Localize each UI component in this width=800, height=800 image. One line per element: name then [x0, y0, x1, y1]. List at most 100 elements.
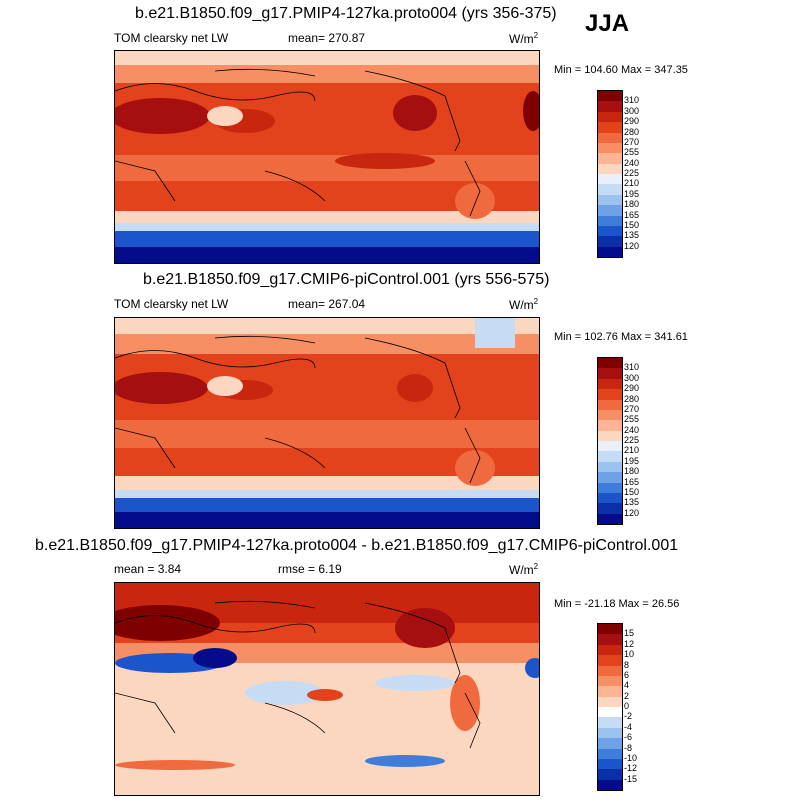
colorbar-tick-label: 310	[624, 362, 640, 373]
colorbar-tick-label: 210	[624, 445, 640, 456]
panel3-coastlines	[115, 600, 481, 749]
panel2-band-southern-ocean	[115, 490, 539, 498]
panel1-samerica	[455, 183, 495, 219]
panel1-band-south-mid	[115, 211, 539, 223]
panel3-warm-southern	[115, 760, 235, 770]
colorbar-segment	[598, 451, 622, 462]
panel3-title: b.e21.B1850.f09_g17.PMIP4-127ka.proto004…	[35, 537, 679, 554]
colorbar-tick-label: -6	[624, 732, 633, 743]
colorbar-segment	[598, 758, 622, 770]
panel3-map	[114, 582, 540, 796]
colorbar-tick-label: 10	[624, 649, 635, 660]
colorbar-tick-label: 290	[624, 116, 640, 127]
colorbar-tick-label: 150	[624, 486, 640, 497]
colorbar-tick-label: 210	[624, 178, 640, 189]
colorbar-tick-label: 300	[624, 372, 640, 383]
colorbar-tick-label: 255	[624, 147, 640, 158]
panel1-band-tropics	[115, 155, 539, 181]
colorbar-tick-label: 15	[624, 628, 635, 639]
panel2-colorbar-ticks: 310 300 290 280 270 255 240 225 210 195 180 165 150 1…	[624, 357, 664, 523]
colorbar-tick-label: -15	[624, 773, 638, 784]
colorbar-segment	[598, 205, 622, 216]
panel3-minmax: Min = -21.18 Max = 26.56	[554, 598, 680, 610]
colorbar-segment	[598, 399, 622, 410]
colorbar-segment	[598, 174, 622, 185]
colorbar-segment	[598, 389, 622, 400]
colorbar-segment	[598, 717, 622, 728]
colorbar-tick-label: -12	[624, 763, 638, 774]
colorbar-tick-label: 240	[624, 424, 640, 435]
colorbar-tick-label: 2	[624, 690, 630, 701]
colorbar-tick-label: 135	[624, 497, 640, 508]
colorbar-segment	[598, 769, 622, 780]
colorbar-segment	[598, 430, 622, 441]
panel3-cool-india	[193, 648, 237, 668]
panel1-band-arctic	[115, 51, 539, 65]
panel1-band-antarctic-core	[115, 247, 539, 263]
colorbar-tick-label: -8	[624, 742, 633, 753]
panel3-warm-samerica	[450, 675, 480, 731]
panel1-variable-label: TOM clearsky net LW	[114, 31, 229, 45]
panel2-map	[114, 317, 540, 529]
colorbar-tick-label: -4	[624, 721, 633, 732]
panel3-cool-southern	[365, 755, 445, 767]
panel1-colorbar-ticks: 310 300 290 280 270 255 240 225 210 195 180 165 150 1…	[624, 90, 664, 256]
colorbar-tick-label: 135	[624, 230, 640, 241]
colorbar-segment	[598, 634, 622, 645]
colorbar-segment	[598, 644, 622, 656]
colorbar-segment	[598, 655, 622, 666]
panel1-units-label: W/m2	[509, 31, 539, 46]
colorbar-tick-label: 290	[624, 383, 640, 394]
panel1-coastlines	[115, 68, 481, 217]
panel1-pacific-tongue	[335, 153, 435, 169]
colorbar-tick-label: 180	[624, 199, 640, 210]
panel3-hotspot-namerica	[395, 608, 455, 648]
colorbar-segment	[598, 513, 622, 524]
panel2-title: b.e21.B1850.f09_g17.CMIP6-piControl.001 …	[143, 271, 550, 288]
colorbar-segment	[598, 215, 622, 226]
colorbar-tick-label: 195	[624, 188, 640, 199]
colorbar-tick-label: -2	[624, 711, 633, 722]
colorbar-tick-label: 120	[624, 240, 640, 251]
colorbar-tick-label: 280	[624, 393, 640, 404]
colorbar-tick-label: 270	[624, 136, 640, 147]
panel2-variable-label: TOM clearsky net LW	[114, 297, 229, 311]
colorbar-tick-label: 300	[624, 105, 640, 116]
panel2-band-tropics	[115, 420, 539, 448]
colorbar-tick-label: 310	[624, 95, 640, 106]
panel2-minmax: Min = 102.76 Max = 341.61	[554, 331, 688, 343]
colorbar-tick-label: 240	[624, 157, 640, 168]
colorbar-tick-label: 270	[624, 403, 640, 414]
colorbar-segment	[598, 738, 622, 749]
colorbar-tick-label: 8	[624, 659, 630, 670]
colorbar-tick-label: 165	[624, 209, 640, 220]
colorbar-tick-label: 6	[624, 669, 630, 680]
colorbar-segment	[598, 246, 622, 257]
colorbar-segment	[598, 132, 622, 143]
colorbar-segment	[598, 482, 622, 493]
colorbar-segment	[598, 358, 622, 369]
season-label: JJA	[585, 10, 630, 37]
colorbar-segment	[598, 368, 622, 379]
colorbar-segment	[598, 665, 622, 676]
panel1-hotspot-namerica	[393, 95, 437, 131]
colorbar-tick-label: 280	[624, 126, 640, 137]
colorbar-segment	[598, 153, 622, 164]
panel2-greenland	[475, 318, 515, 348]
colorbar-segment	[598, 184, 622, 195]
panel1-colorbar	[597, 90, 623, 258]
panel2-samerica	[455, 450, 495, 486]
colorbar-segment	[598, 492, 622, 504]
colorbar-segment	[598, 122, 622, 133]
colorbar-segment	[598, 727, 622, 739]
colorbar-tick-label: -10	[624, 752, 638, 763]
colorbar-tick-label: 0	[624, 701, 630, 711]
panel3-cool-east-edge	[525, 658, 539, 678]
panel2-hotspot-sahara	[115, 372, 208, 404]
colorbar-tick-label: 4	[624, 680, 630, 691]
colorbar-segment	[598, 461, 622, 473]
panel2-band-antarctic-core	[115, 512, 539, 528]
colorbar-segment	[598, 472, 622, 483]
colorbar-segment	[598, 686, 622, 697]
panel2-band-high-north	[115, 334, 539, 354]
